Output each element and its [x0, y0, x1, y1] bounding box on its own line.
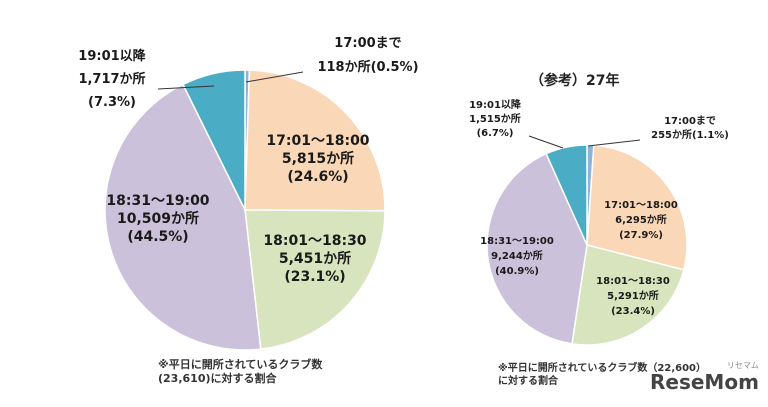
pie-slice-1-s1800: [244, 69, 386, 212]
pie-slice-2-s1900: [486, 152, 588, 345]
pie-slice-1-s1900: [104, 83, 262, 351]
slice-label-line: (27.9%): [619, 230, 663, 241]
leader-line-2-s1901: [528, 135, 564, 149]
slice-label-line: 255か所(1.1%): [651, 128, 729, 141]
slice-label-line: (24.6%): [287, 169, 348, 185]
slice-label-line: 17:00まで: [334, 36, 401, 51]
slice-label-line: 17:01～18:00: [604, 200, 678, 211]
slice-label-line: 118か所(0.5%): [317, 59, 418, 75]
slice-label-line: (40.9%): [495, 266, 539, 277]
slice-label-line: 18:01～18:30: [596, 276, 670, 287]
slice-label-line: (6.7%): [477, 128, 514, 139]
slice-label-line: 1,717か所: [78, 71, 145, 87]
slice-label-line: 5,451か所: [279, 250, 351, 267]
slice-label-line: 10,509か所: [117, 210, 199, 227]
slice-label-line: 1,515か所: [469, 112, 521, 125]
chart1-note-line2: (23,610)に対する割合: [158, 372, 277, 385]
leader-line-1-s1901: [157, 85, 215, 90]
slice-label-1-s1700: 17:00まで 118か所(0.5%): [317, 36, 418, 75]
slice-label-1-s1830: 18:01～18:30 5,451か所 (23.1%): [263, 233, 366, 285]
slice-label-line: (7.3%): [88, 95, 136, 110]
slice-label-line: 19:01以降: [78, 48, 146, 64]
slice-label-line: 18:01～18:30: [263, 233, 366, 249]
slice-label-1-s1800: 17:01～18:00 5,815か所 (24.6%): [266, 133, 369, 185]
pie-slice-2-s1901: [545, 144, 588, 246]
leader-line-1-s1700: [245, 71, 304, 83]
pie-slice-2-s1830: [571, 244, 685, 346]
slice-label-1-s1900: 18:31～19:00 10,509か所 (44.5%): [106, 193, 209, 245]
resemom-logo: ReseMom リセマム: [650, 361, 759, 394]
slice-label-line: 18:31～19:00: [480, 236, 554, 247]
slice-label-line: 5,815か所: [282, 150, 354, 167]
chart1-note: ※平日に開所されているクラブ数 (23,610)に対する割合: [158, 358, 322, 386]
slice-label-line: 18:31～19:00: [106, 193, 209, 209]
pie-chart-1: 17:00まで 118か所(0.5%) 17:01～18:00 5,815か所 (24.…: [78, 36, 419, 351]
slice-label-line: 19:01以降: [469, 98, 522, 111]
chart2-note: ※平日に開所されているクラブ数（22,600） に対する割合: [498, 362, 706, 388]
chart2-title: （参考）27年: [530, 73, 620, 89]
pie-slice-1-s1901: [182, 69, 246, 211]
chart1-note-line1: ※平日に開所されているクラブ数: [158, 358, 323, 371]
pie-slice-2-s1800: [586, 144, 688, 271]
slice-label-line: (23.1%): [284, 269, 345, 285]
slice-label-line: 17:01～18:00: [266, 133, 369, 149]
slice-label-2-s1800: 17:01～18:00 6,295か所 (27.9%): [604, 200, 678, 241]
brand-sub: リセマム: [726, 361, 759, 370]
pie-slice-1-s1830: [244, 209, 386, 350]
brand-name: ReseMom: [650, 370, 759, 394]
slice-label-1-s1901: 19:01以降 1,717か所 (7.3%): [78, 48, 146, 110]
slice-label-2-s1900: 18:31～19:00 9,244か所 (40.9%): [480, 236, 554, 277]
slice-label-line: (23.4%): [611, 306, 655, 317]
slice-label-line: 9,244か所: [491, 249, 543, 262]
slice-label-line: 5,291か所: [607, 289, 659, 302]
slice-label-2-s1830: 18:01～18:30 5,291か所 (23.4%): [596, 276, 670, 317]
slice-label-line: 17:00まで: [664, 115, 716, 127]
chart2-note-line2: に対する割合: [498, 376, 558, 387]
slice-label-line: (44.5%): [127, 229, 188, 245]
pie-chart-2: 17:00まで 255か所(1.1%) 17:01～18:00 6,295か所 (27.…: [469, 98, 729, 346]
slice-label-2-s1700: 17:00まで 255か所(1.1%): [651, 115, 729, 141]
slice-label-line: 6,295か所: [615, 213, 667, 226]
leader-line-2-s1700: [587, 139, 641, 147]
chart2-note-line1: ※平日に開所されているクラブ数（22,600）: [498, 363, 707, 374]
slice-label-2-s1901: 19:01以降 1,515か所 (6.7%): [469, 98, 522, 139]
